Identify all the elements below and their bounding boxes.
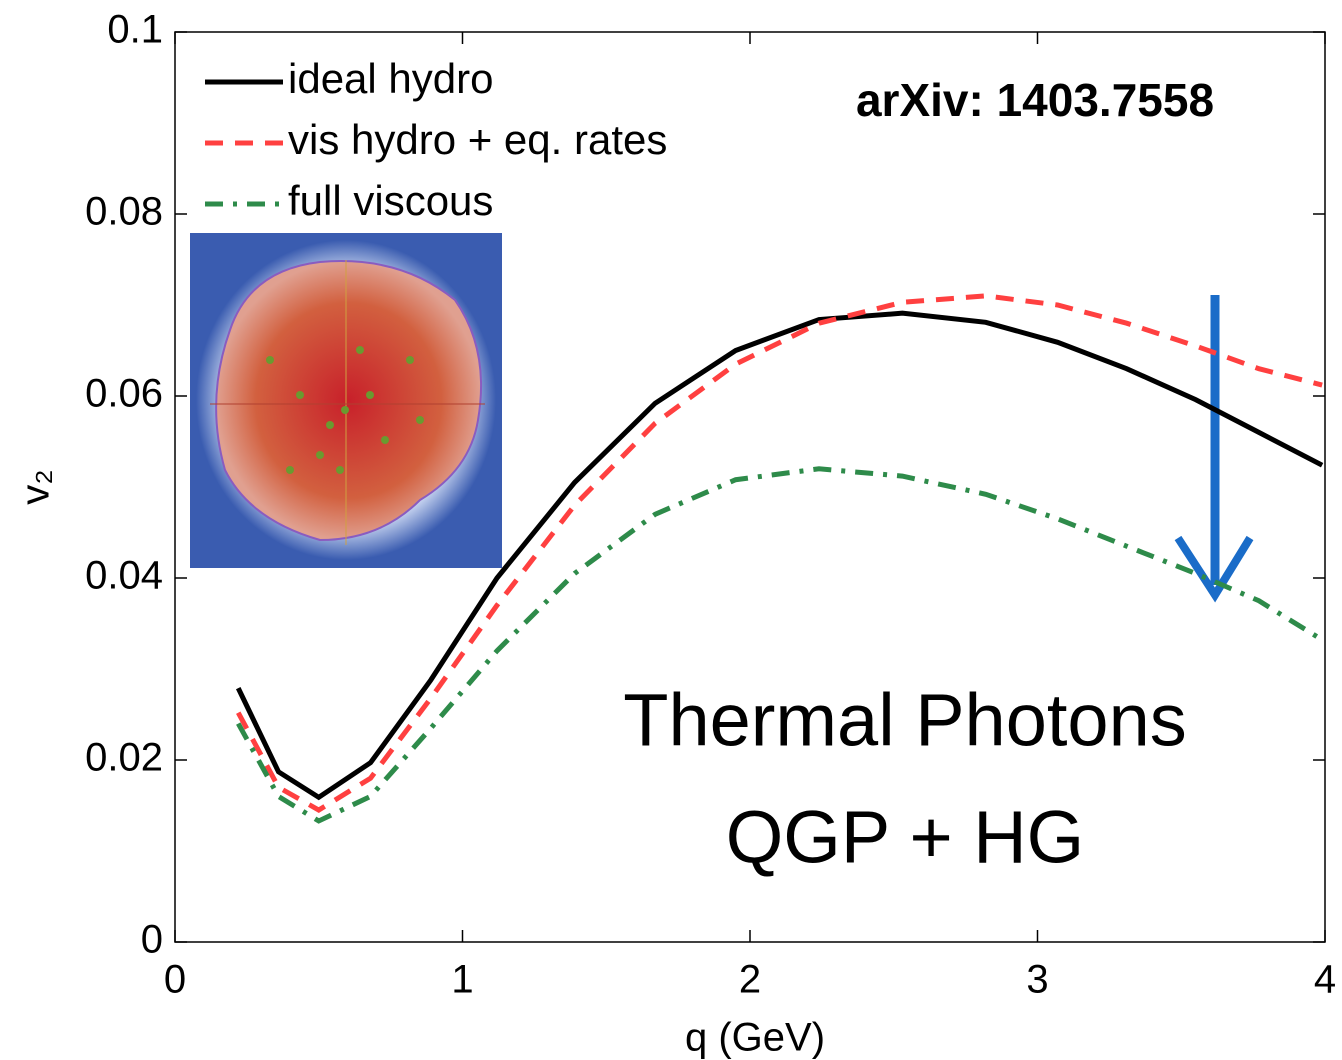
y-tick-label: 0.1 — [107, 8, 163, 52]
arrow — [1174, 295, 1254, 603]
x-tick-label: 0 — [164, 958, 186, 1002]
legend: ideal hydro vis hydro + eq. rates full v… — [288, 55, 667, 224]
y-tick-label: 0.02 — [85, 736, 163, 780]
legend-label: ideal hydro — [288, 55, 493, 102]
legend-label: full viscous — [288, 177, 493, 224]
x-tick-label: 4 — [1314, 958, 1336, 1002]
y-tick-label: 0 — [141, 918, 163, 962]
annotation: arXiv: 1403.7558 — [856, 74, 1214, 126]
x-axis-label: q (GeV) — [685, 1016, 825, 1060]
series-line — [236, 466, 1324, 824]
x-tick-label: 3 — [1026, 958, 1048, 1002]
inset-image — [190, 233, 502, 568]
annotation: QGP + HG — [726, 796, 1084, 879]
x-tick-label: 1 — [451, 958, 473, 1002]
y-axis-label: v₂ — [14, 469, 58, 505]
series-line — [236, 293, 1323, 813]
x-tick-label: 2 — [739, 958, 761, 1002]
annotation: Thermal Photons — [623, 679, 1187, 762]
y-tick-label: 0.04 — [85, 554, 163, 598]
y-tick-label: 0.06 — [85, 372, 163, 416]
legend-label: vis hydro + eq. rates — [288, 116, 667, 163]
y-tick-label: 0.08 — [85, 190, 163, 234]
series-line — [235, 310, 1324, 801]
